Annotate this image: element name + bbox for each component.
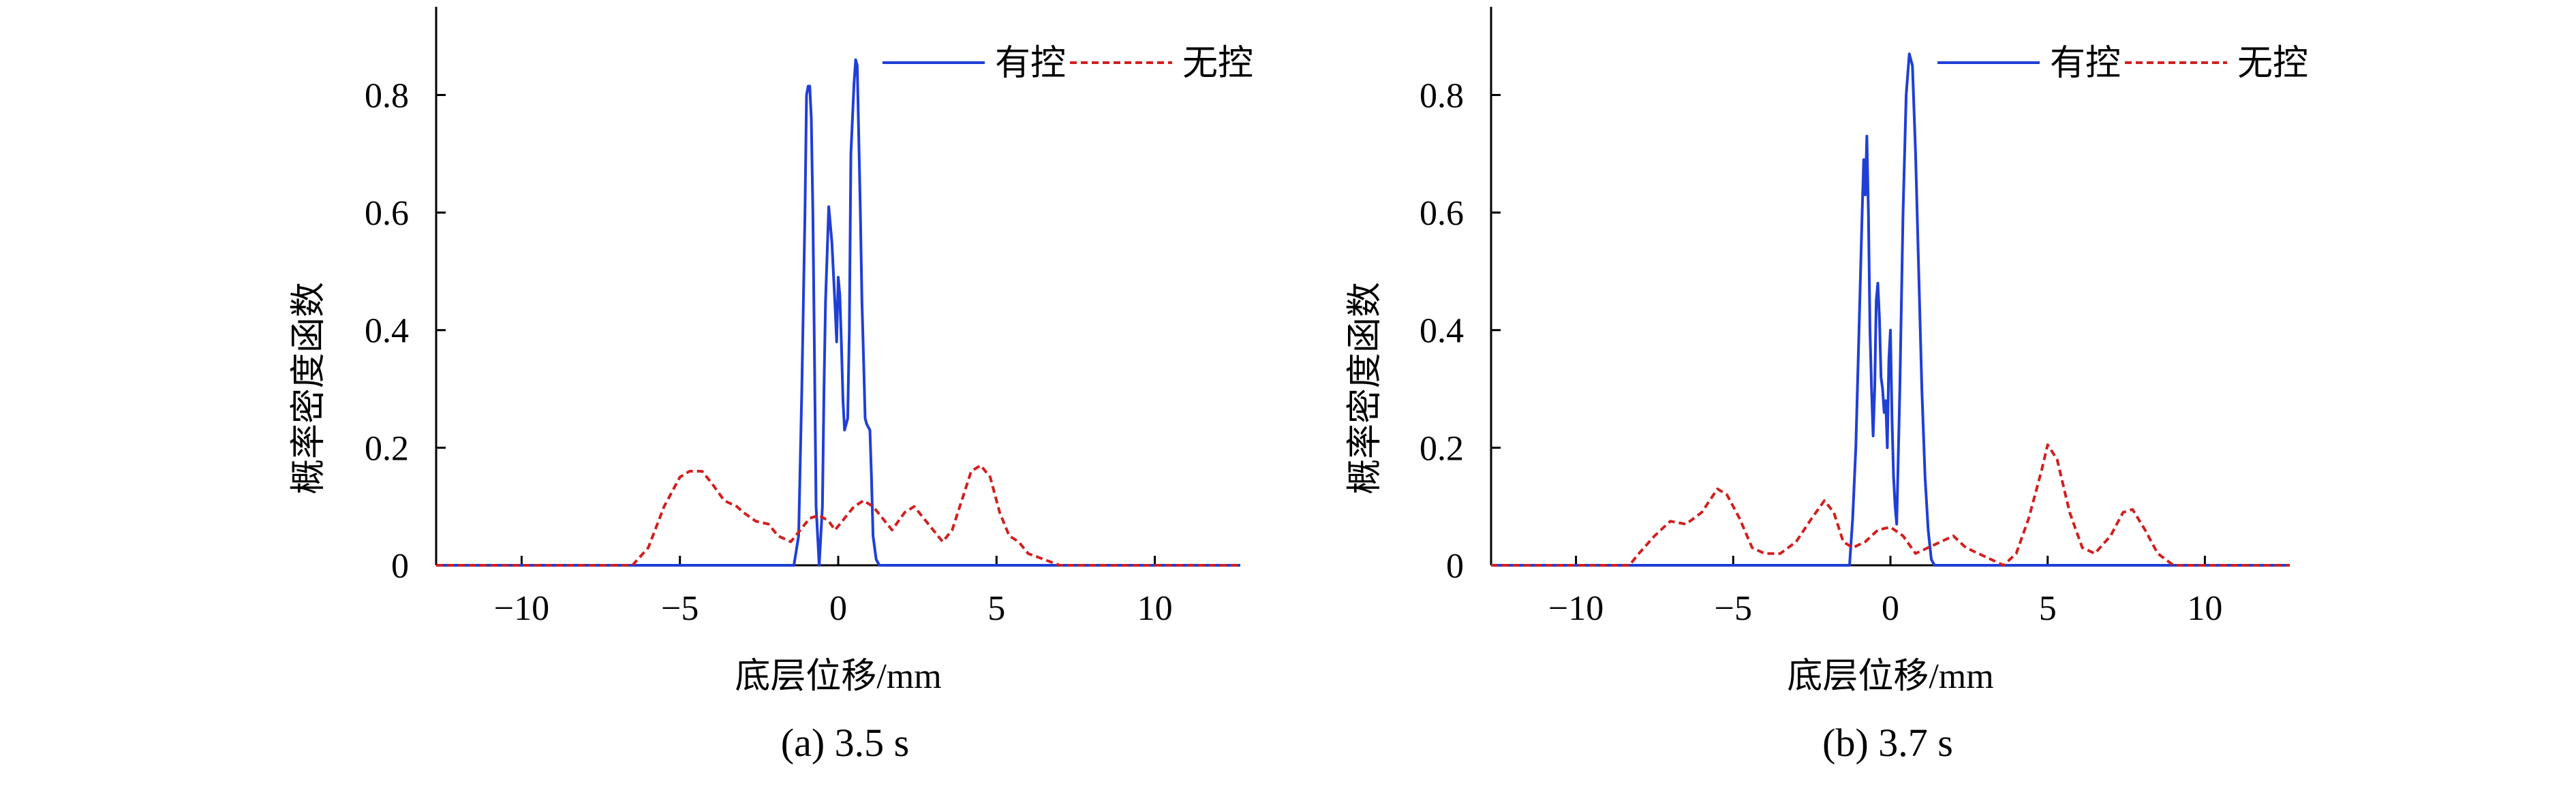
y-tick-label: 0.4 — [365, 312, 409, 351]
y-tick-label: 0.4 — [1420, 312, 1464, 351]
x-tick-label: 0 — [1882, 589, 1899, 628]
legend-label: 无控 — [2237, 44, 2308, 83]
y-tick-label: 0.8 — [1420, 76, 1464, 115]
x-tick-label: −10 — [494, 589, 549, 628]
x-tick-label: 10 — [1137, 589, 1173, 628]
x-axis-title: 底层位移/mm — [1787, 657, 1993, 696]
x-axis-title: 底层位移/mm — [735, 657, 941, 696]
y-tick-label: 0 — [1446, 547, 1464, 586]
series-line-controlled — [1491, 52, 2290, 567]
legend-label: 有控 — [2050, 44, 2121, 83]
x-tick-label: 10 — [2187, 589, 2222, 628]
series-line-uncontrolled — [436, 464, 1240, 567]
y-axis-title: 概率密度函数 — [290, 282, 328, 494]
legend-label: 有控 — [995, 44, 1066, 83]
chart-panel-a: −10 −5 0 5 10 0 0.2 0.4 0.6 0.8 底层位移/mm 概率密度函数 有控 无控 (… — [290, 7, 1253, 765]
chart-caption: (b) 3.7 s — [1822, 721, 1953, 765]
chart-panel-b: −10 −5 0 5 10 0 0.2 0.4 0.6 0.8 底层位移/mm 概率密度函数 有控 无控 (… — [1346, 7, 2308, 765]
series-line-controlled — [436, 58, 1240, 567]
x-tick-label: 5 — [2039, 589, 2057, 628]
y-tick-label: 0 — [391, 547, 409, 586]
y-tick-label: 0.2 — [365, 429, 409, 468]
x-tick-label: 5 — [987, 589, 1005, 628]
x-tick-label: −5 — [661, 589, 699, 628]
series-line-uncontrolled — [1491, 443, 2290, 567]
legend-label: 无控 — [1182, 44, 1253, 83]
y-tick-label: 0.2 — [1420, 429, 1464, 468]
x-tick-label: −10 — [1548, 589, 1604, 628]
y-tick-label: 0.6 — [365, 194, 409, 233]
y-tick-label: 0.6 — [1420, 194, 1464, 233]
y-axis-title: 概率密度函数 — [1346, 282, 1385, 494]
x-tick-label: 0 — [829, 589, 847, 628]
y-tick-label: 0.8 — [365, 76, 409, 115]
x-tick-label: −5 — [1715, 589, 1752, 628]
chart-caption: (a) 3.5 s — [781, 721, 909, 765]
